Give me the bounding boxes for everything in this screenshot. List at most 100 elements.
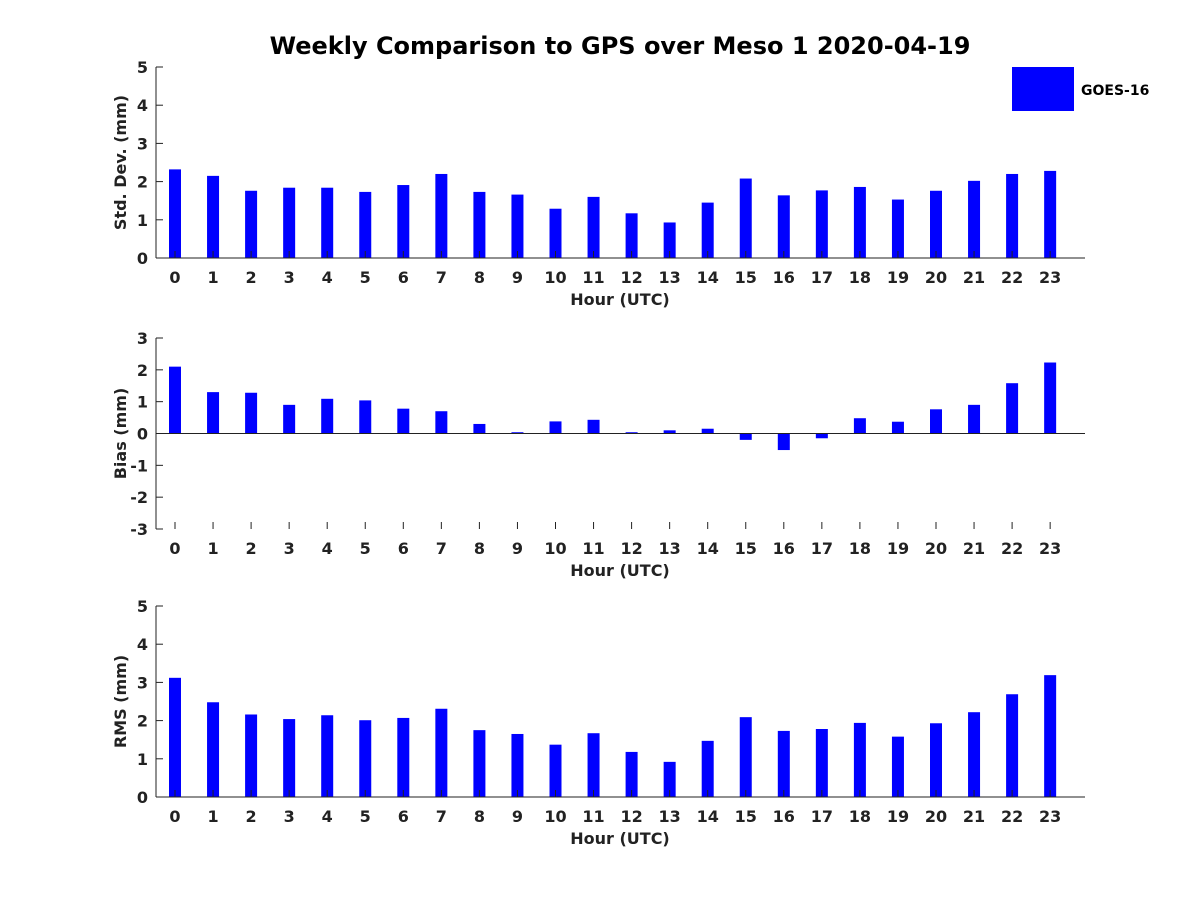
bias-x-tick-label: 5 <box>360 539 371 558</box>
rms-x-tick-label: 11 <box>582 807 604 826</box>
rms-x-tick-label: 19 <box>887 807 909 826</box>
bias-x-tick-label: 14 <box>697 539 719 558</box>
bias-y-tick-label: -3 <box>130 520 148 539</box>
rms-x-tick-label: 12 <box>620 807 642 826</box>
legend: GOES-16 <box>1012 67 1149 111</box>
bias-bar-hour-8 <box>473 423 486 434</box>
std-dev-x-tick-label: 14 <box>697 268 719 287</box>
std-dev-x-axis-label: Hour (UTC) <box>570 290 670 309</box>
rms-bar-hour-20 <box>930 723 942 797</box>
std-dev-y-tick-label: 1 <box>137 211 148 230</box>
std-dev-x-tick-label: 6 <box>398 268 409 287</box>
bias-x-tick-label: 17 <box>811 539 833 558</box>
rms-x-tick-label: 22 <box>1001 807 1023 826</box>
std-dev-x-tick-label: 19 <box>887 268 909 287</box>
bias-bar-hour-10 <box>549 421 562 434</box>
rms-bar-hour-8 <box>473 730 486 797</box>
std-dev-x-tick-label: 1 <box>207 268 218 287</box>
bias-bar-hour-18 <box>853 418 866 434</box>
rms-x-tick-label: 3 <box>284 807 295 826</box>
rms-x-tick-label: 15 <box>735 807 757 826</box>
bias-y-tick-label: 0 <box>137 425 148 444</box>
rms-x-tick-label: 16 <box>773 807 795 826</box>
rms-x-tick-label: 6 <box>398 807 409 826</box>
std-dev-x-tick-label: 10 <box>544 268 566 287</box>
rms-y-tick-label: 4 <box>137 635 148 654</box>
rms-bar-hour-15 <box>739 717 752 797</box>
rms-bar-hour-18 <box>853 722 866 797</box>
std-dev-bar-hour-0 <box>169 169 181 258</box>
std-dev-bar-hour-23 <box>1044 170 1057 258</box>
rms-x-tick-label: 20 <box>925 807 947 826</box>
rms-bar-hour-22 <box>1006 694 1019 797</box>
bias-bar-hour-6 <box>397 408 410 434</box>
bias-x-tick-label: 19 <box>887 539 909 558</box>
bias-bar-hour-14 <box>701 428 714 434</box>
rms-bar-hour-13 <box>663 761 676 797</box>
std-dev-bar-hour-20 <box>930 190 942 258</box>
std-dev-bar-hour-5 <box>359 191 372 258</box>
rms-y-axis-label: RMS (mm) <box>111 655 130 748</box>
std-dev-y-tick-label: 0 <box>137 249 148 268</box>
rms-x-tick-label: 5 <box>360 807 371 826</box>
std-dev-x-tick-label: 20 <box>925 268 947 287</box>
std-dev-x-tick-label: 22 <box>1001 268 1023 287</box>
std-dev-x-tick-label: 17 <box>811 268 833 287</box>
rms-x-tick-label: 1 <box>207 807 218 826</box>
bias-bar-hour-23 <box>1044 362 1057 434</box>
bias-bar-hour-11 <box>587 419 600 434</box>
std-dev-bar-hour-2 <box>245 190 258 258</box>
std-dev-x-tick-label: 8 <box>474 268 485 287</box>
bias-x-tick-label: 12 <box>620 539 642 558</box>
bias-bar-hour-7 <box>435 411 448 434</box>
std-dev-bar-hour-7 <box>435 173 448 258</box>
rms-x-tick-label: 21 <box>963 807 985 826</box>
std-dev-bar-hour-22 <box>1006 173 1019 258</box>
rms-bar-hour-23 <box>1044 675 1057 797</box>
bias-bar-hour-12 <box>625 432 638 434</box>
rms-bar-hour-16 <box>777 730 790 797</box>
rms-bar-hour-2 <box>245 714 258 797</box>
rms-bar-hour-21 <box>968 712 981 797</box>
rms-bar-hour-17 <box>815 729 828 797</box>
std-dev-bar-hour-4 <box>321 187 334 258</box>
std-dev-bar-hour-9 <box>511 194 524 258</box>
rms-x-tick-label: 10 <box>544 807 566 826</box>
bias-y-tick-label: 2 <box>137 361 148 380</box>
bias-y-axis-label: Bias (mm) <box>111 388 130 480</box>
bias-bar-hour-9 <box>511 432 524 434</box>
std-dev-bar-hour-17 <box>815 190 828 258</box>
bias-bar-hour-17 <box>815 433 828 439</box>
std-dev-bar-hour-8 <box>473 191 486 258</box>
std-dev-y-tick-label: 5 <box>137 58 148 77</box>
std-dev-y-axis-label: Std. Dev. (mm) <box>111 95 130 230</box>
rms-bar-hour-5 <box>359 720 372 797</box>
rms-bar-hour-14 <box>701 740 714 797</box>
bias-bar-hour-0 <box>169 366 181 434</box>
rms-x-tick-label: 17 <box>811 807 833 826</box>
std-dev-x-tick-label: 13 <box>659 268 681 287</box>
rms-x-tick-label: 9 <box>512 807 523 826</box>
std-dev-bar-hour-3 <box>283 187 296 258</box>
bias-bar-hour-21 <box>968 404 981 434</box>
std-dev-x-tick-label: 18 <box>849 268 871 287</box>
std-dev-x-tick-label: 16 <box>773 268 795 287</box>
bias-x-tick-label: 11 <box>582 539 604 558</box>
bias-x-tick-label: 10 <box>544 539 566 558</box>
bias-x-tick-label: 23 <box>1039 539 1061 558</box>
bias-bar-hour-1 <box>207 392 220 434</box>
std-dev-bar-hour-1 <box>207 175 220 258</box>
rms-x-axis-label: Hour (UTC) <box>570 829 670 848</box>
std-dev-x-tick-label: 9 <box>512 268 523 287</box>
bias-x-tick-label: 16 <box>773 539 795 558</box>
std-dev-x-tick-label: 0 <box>169 268 180 287</box>
std-dev-bar-hour-19 <box>891 199 904 258</box>
std-dev-x-tick-label: 2 <box>246 268 257 287</box>
rms-x-tick-label: 18 <box>849 807 871 826</box>
bias-bar-hour-16 <box>777 433 790 451</box>
rms-bar-hour-0 <box>169 677 181 797</box>
rms-x-tick-label: 7 <box>436 807 447 826</box>
